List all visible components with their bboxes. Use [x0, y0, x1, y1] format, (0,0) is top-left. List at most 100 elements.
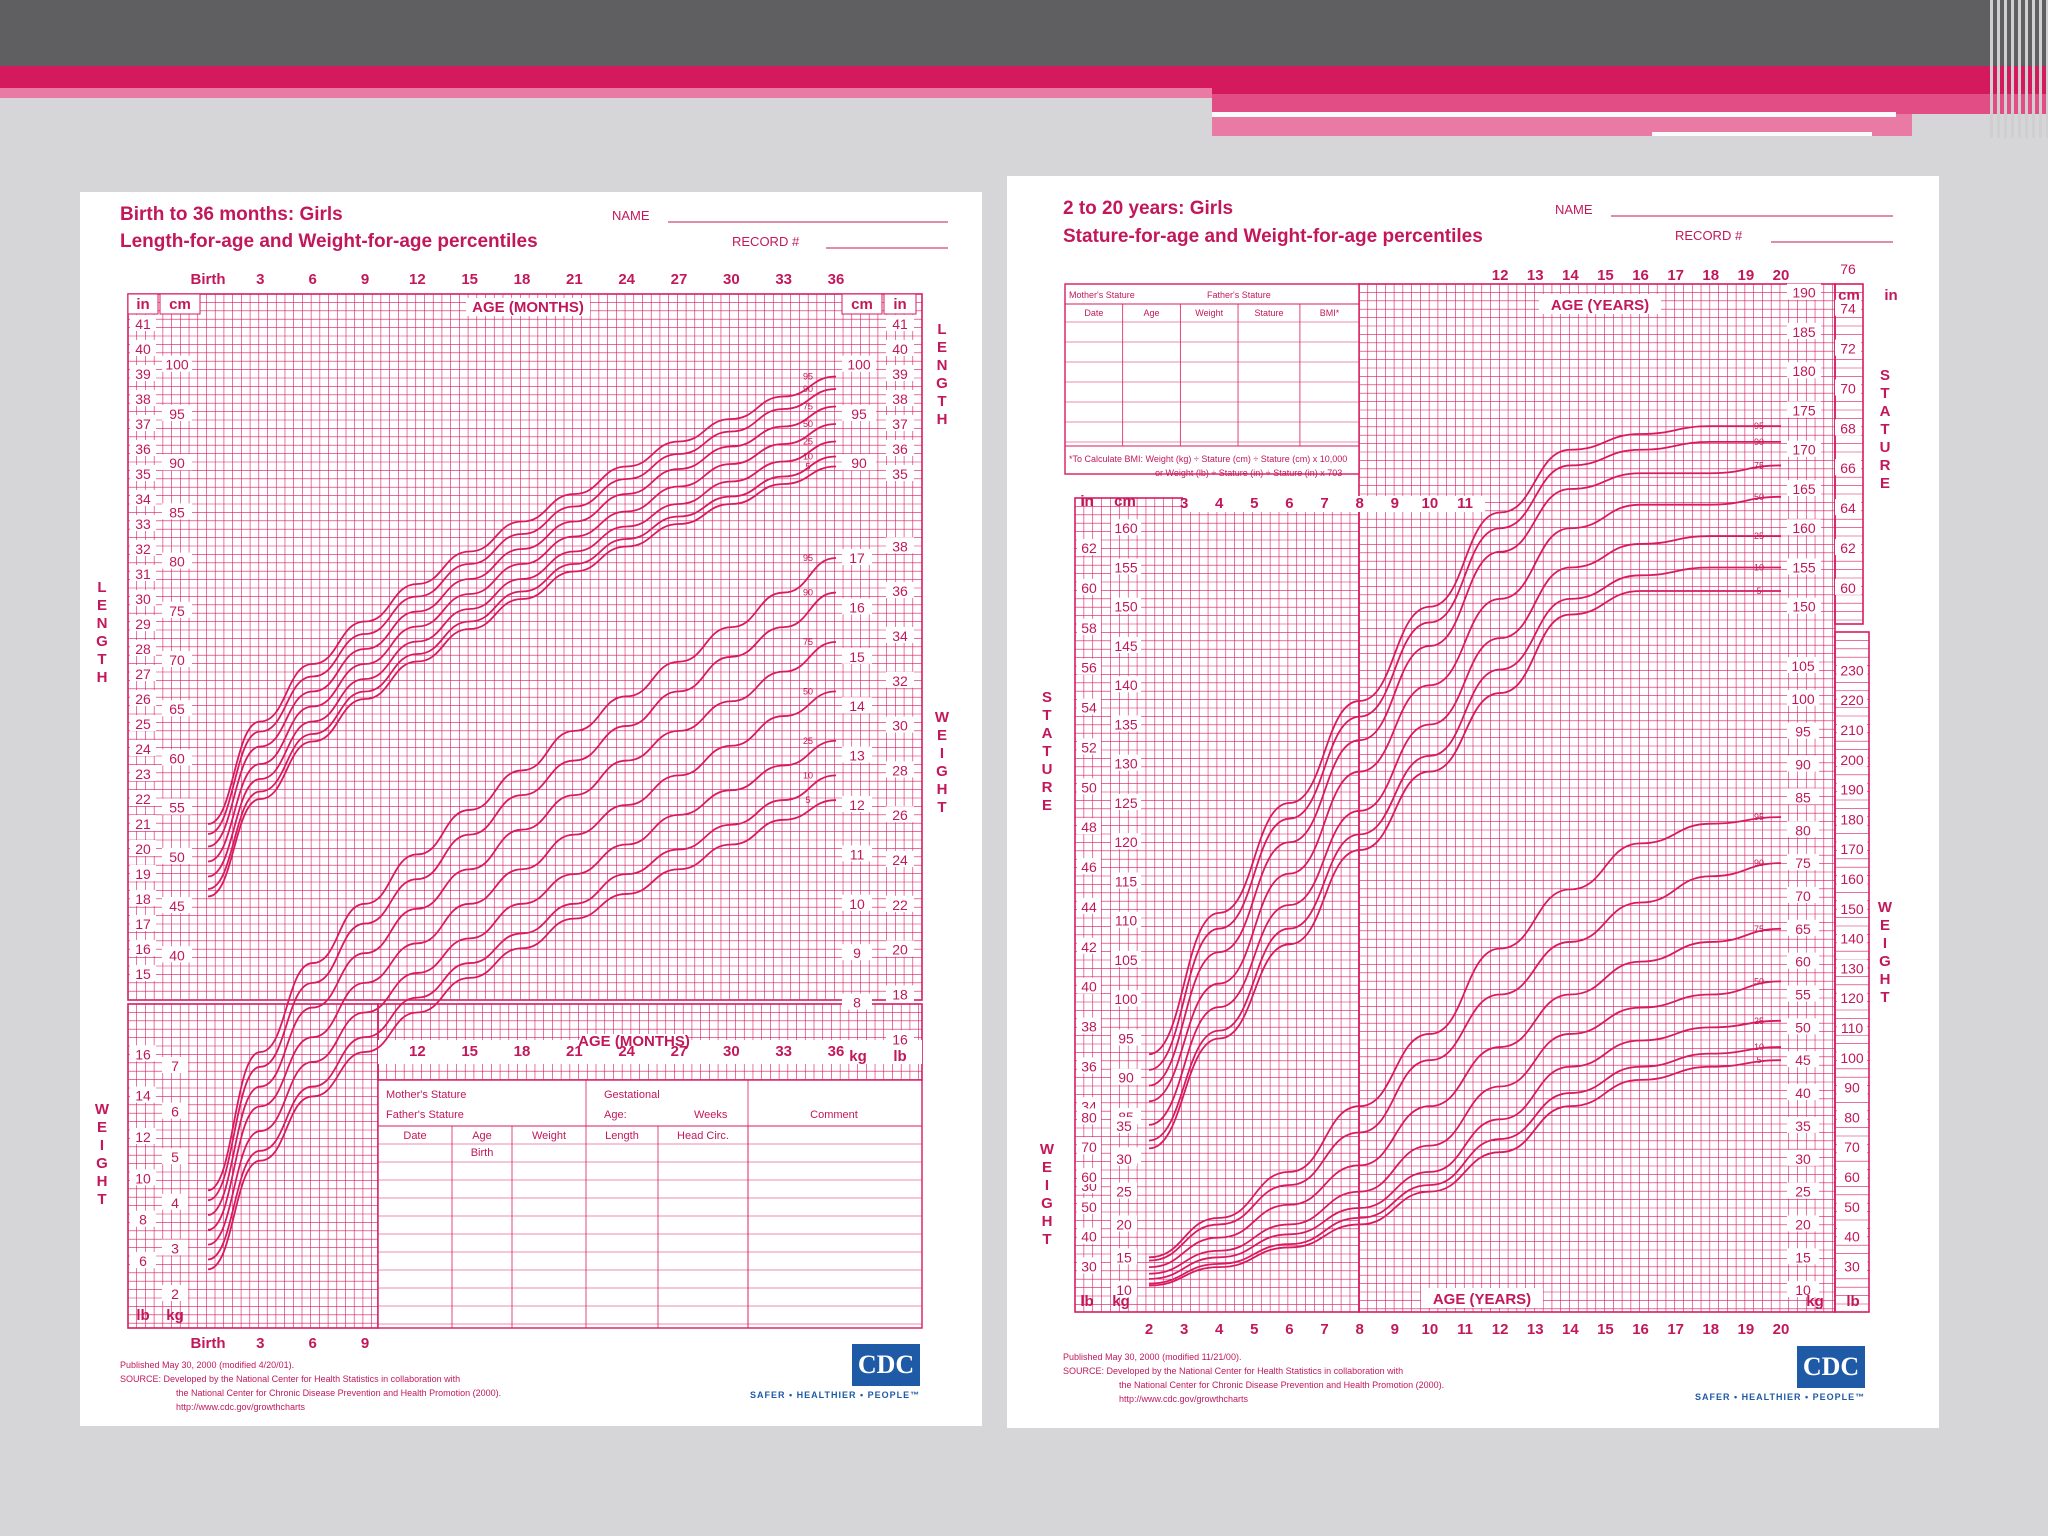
left-weight-curve-95-label: 95	[803, 553, 813, 563]
left-weight-label: H	[97, 1173, 108, 1190]
right-kg-tick-bg	[1111, 1281, 1137, 1298]
right-in-tick-bg	[1077, 1057, 1101, 1074]
right-right-in-tick: 76	[1840, 261, 1856, 277]
right-left-cm-tick: 115	[1115, 873, 1138, 889]
left-cm-tick: 75	[169, 603, 185, 619]
left-right-in-tick: 36	[892, 441, 908, 457]
right-age-box	[1539, 294, 1661, 314]
left-right-kg-tick: 17	[849, 550, 865, 566]
right-unit-lb-right: lb	[1846, 1293, 1859, 1310]
left-length-curve-10	[207, 455, 837, 890]
right-footer-line: the National Center for Chronic Disease …	[1119, 1380, 1444, 1390]
right-lower-right-strip-frame	[1834, 631, 1870, 1313]
right-right-kg-tick: 50	[1795, 1019, 1811, 1035]
right-rkg-tick-bg	[1787, 1084, 1819, 1101]
right-cm-tick-bg	[1111, 793, 1141, 810]
left-rkg-tick-bg	[842, 697, 872, 714]
right-lb-tick-bg	[1077, 1197, 1101, 1214]
left-in-tick: 19	[135, 866, 151, 882]
left-form-col: Age	[472, 1130, 492, 1142]
left-unit-in: in	[136, 296, 149, 313]
left-right-lb-tick: 34	[892, 628, 908, 644]
right-weight-curve-25	[1148, 1019, 1782, 1280]
right-right-cm-tick: 170	[1792, 442, 1816, 458]
left-weight-label: W	[95, 1101, 110, 1118]
right-weight-label-right: T	[1880, 989, 1889, 1006]
left-length-label-right: N	[937, 357, 948, 374]
right-rin-tick-bg	[1835, 419, 1861, 436]
left-length-label: N	[97, 615, 108, 632]
left-in-tick-bg	[130, 390, 156, 406]
right-right-cm-tick: 185	[1792, 324, 1816, 340]
right-cdc-tagline: SAFER • HEALTHIER • PEOPLE™	[1695, 1392, 1866, 1402]
left-length-label-right: T	[937, 393, 946, 410]
right-rlb-tick-bg	[1837, 750, 1867, 767]
right-right-kg-tick: 70	[1795, 888, 1811, 904]
right-top-tick: 12	[1492, 267, 1509, 284]
right-bottom-tick: 18	[1702, 1321, 1719, 1338]
right-left-kg-tick: 15	[1116, 1249, 1132, 1265]
left-right-kg-tick: 10	[849, 896, 865, 912]
left-right-lb-tick: 38	[892, 538, 908, 554]
right-weight-curve-50	[1148, 980, 1782, 1275]
left-rlb-tick-bg	[886, 671, 914, 688]
right-rlb-tick-bg	[1837, 929, 1867, 946]
right-left-cm-tick: 130	[1114, 756, 1138, 772]
right-in-tick-bg	[1077, 738, 1101, 755]
right-bottom-tick: 9	[1391, 1321, 1399, 1338]
left-inner-tick: 24	[618, 1043, 635, 1060]
left-left-kg-tick: 7	[171, 1058, 179, 1074]
left-lb-tick-bg	[130, 1127, 156, 1144]
left-weight-label: T	[97, 1191, 106, 1208]
left-kg-tick-bg	[162, 1285, 188, 1301]
left-length-curve-95	[207, 375, 837, 825]
right-weight-curve-5-label: 5	[1756, 1055, 1761, 1065]
left-lb-tick-bg	[130, 1086, 156, 1103]
right-rkg-tick-bg	[1787, 1182, 1819, 1199]
left-top-tick: 24	[618, 271, 635, 288]
left-cm-tick: 85	[169, 504, 185, 520]
left-rlb-tick-bg	[886, 716, 914, 733]
right-bottom-tick: 2	[1145, 1321, 1153, 1338]
right-right-lb-tick: 80	[1844, 1109, 1860, 1125]
right-in-tick-bg	[1077, 818, 1101, 835]
left-unit-kg-right: kg	[849, 1048, 867, 1065]
left-unit-cm: cm	[169, 296, 191, 313]
left-rlb-tick-bg	[886, 537, 914, 554]
right-stature-curve-75	[1148, 464, 1782, 1087]
right-kg-tick-bg	[1111, 1116, 1137, 1133]
right-lb-tick-bg	[1077, 1257, 1101, 1274]
left-in-tick-bg	[130, 790, 156, 806]
left-cm-tick-bg	[162, 798, 192, 815]
left-unit-lb-right: lb	[893, 1048, 906, 1065]
right-right-cm-tick: 160	[1792, 520, 1816, 536]
left-in-tick: 23	[135, 766, 151, 782]
left-in-tick-bg	[130, 565, 156, 581]
left-in-tick: 28	[135, 641, 151, 657]
right-cm-tick-bg	[1111, 1029, 1141, 1046]
right-weight-curve-95	[1148, 816, 1782, 1259]
left-rkg-tick-bg	[842, 993, 872, 1010]
right-rcm-tick-bg	[1787, 519, 1821, 536]
right-left-in-tick: 40	[1081, 979, 1097, 995]
left-weight-label: G	[96, 1155, 108, 1172]
right-left-in-tick: 46	[1081, 859, 1097, 875]
left-cm-tick-bg	[162, 404, 192, 421]
right-bottom-tick: 5	[1250, 1321, 1258, 1338]
left-left-lb-tick: 10	[135, 1170, 151, 1186]
right-left-in-tick: 58	[1081, 620, 1097, 636]
left-weight-curve-95	[207, 557, 837, 1192]
right-cm-tick-bg	[1111, 872, 1141, 889]
left-in-tick: 21	[135, 816, 151, 832]
right-right-kg-tick: 45	[1795, 1052, 1811, 1068]
left-rkg-tick-bg	[842, 598, 872, 615]
right-left-lb-tick: 60	[1081, 1169, 1097, 1185]
right-weight-curve-50-label: 50	[1754, 976, 1764, 986]
left-cm-tick-bg	[162, 946, 192, 963]
left-in-tick-bg	[130, 740, 156, 756]
left-rlb-tick-bg	[886, 851, 914, 868]
left-form-col: Head Circ.	[677, 1130, 729, 1142]
right-right-kg-tick: 65	[1795, 921, 1811, 937]
left-weight-curve-10	[207, 774, 837, 1261]
